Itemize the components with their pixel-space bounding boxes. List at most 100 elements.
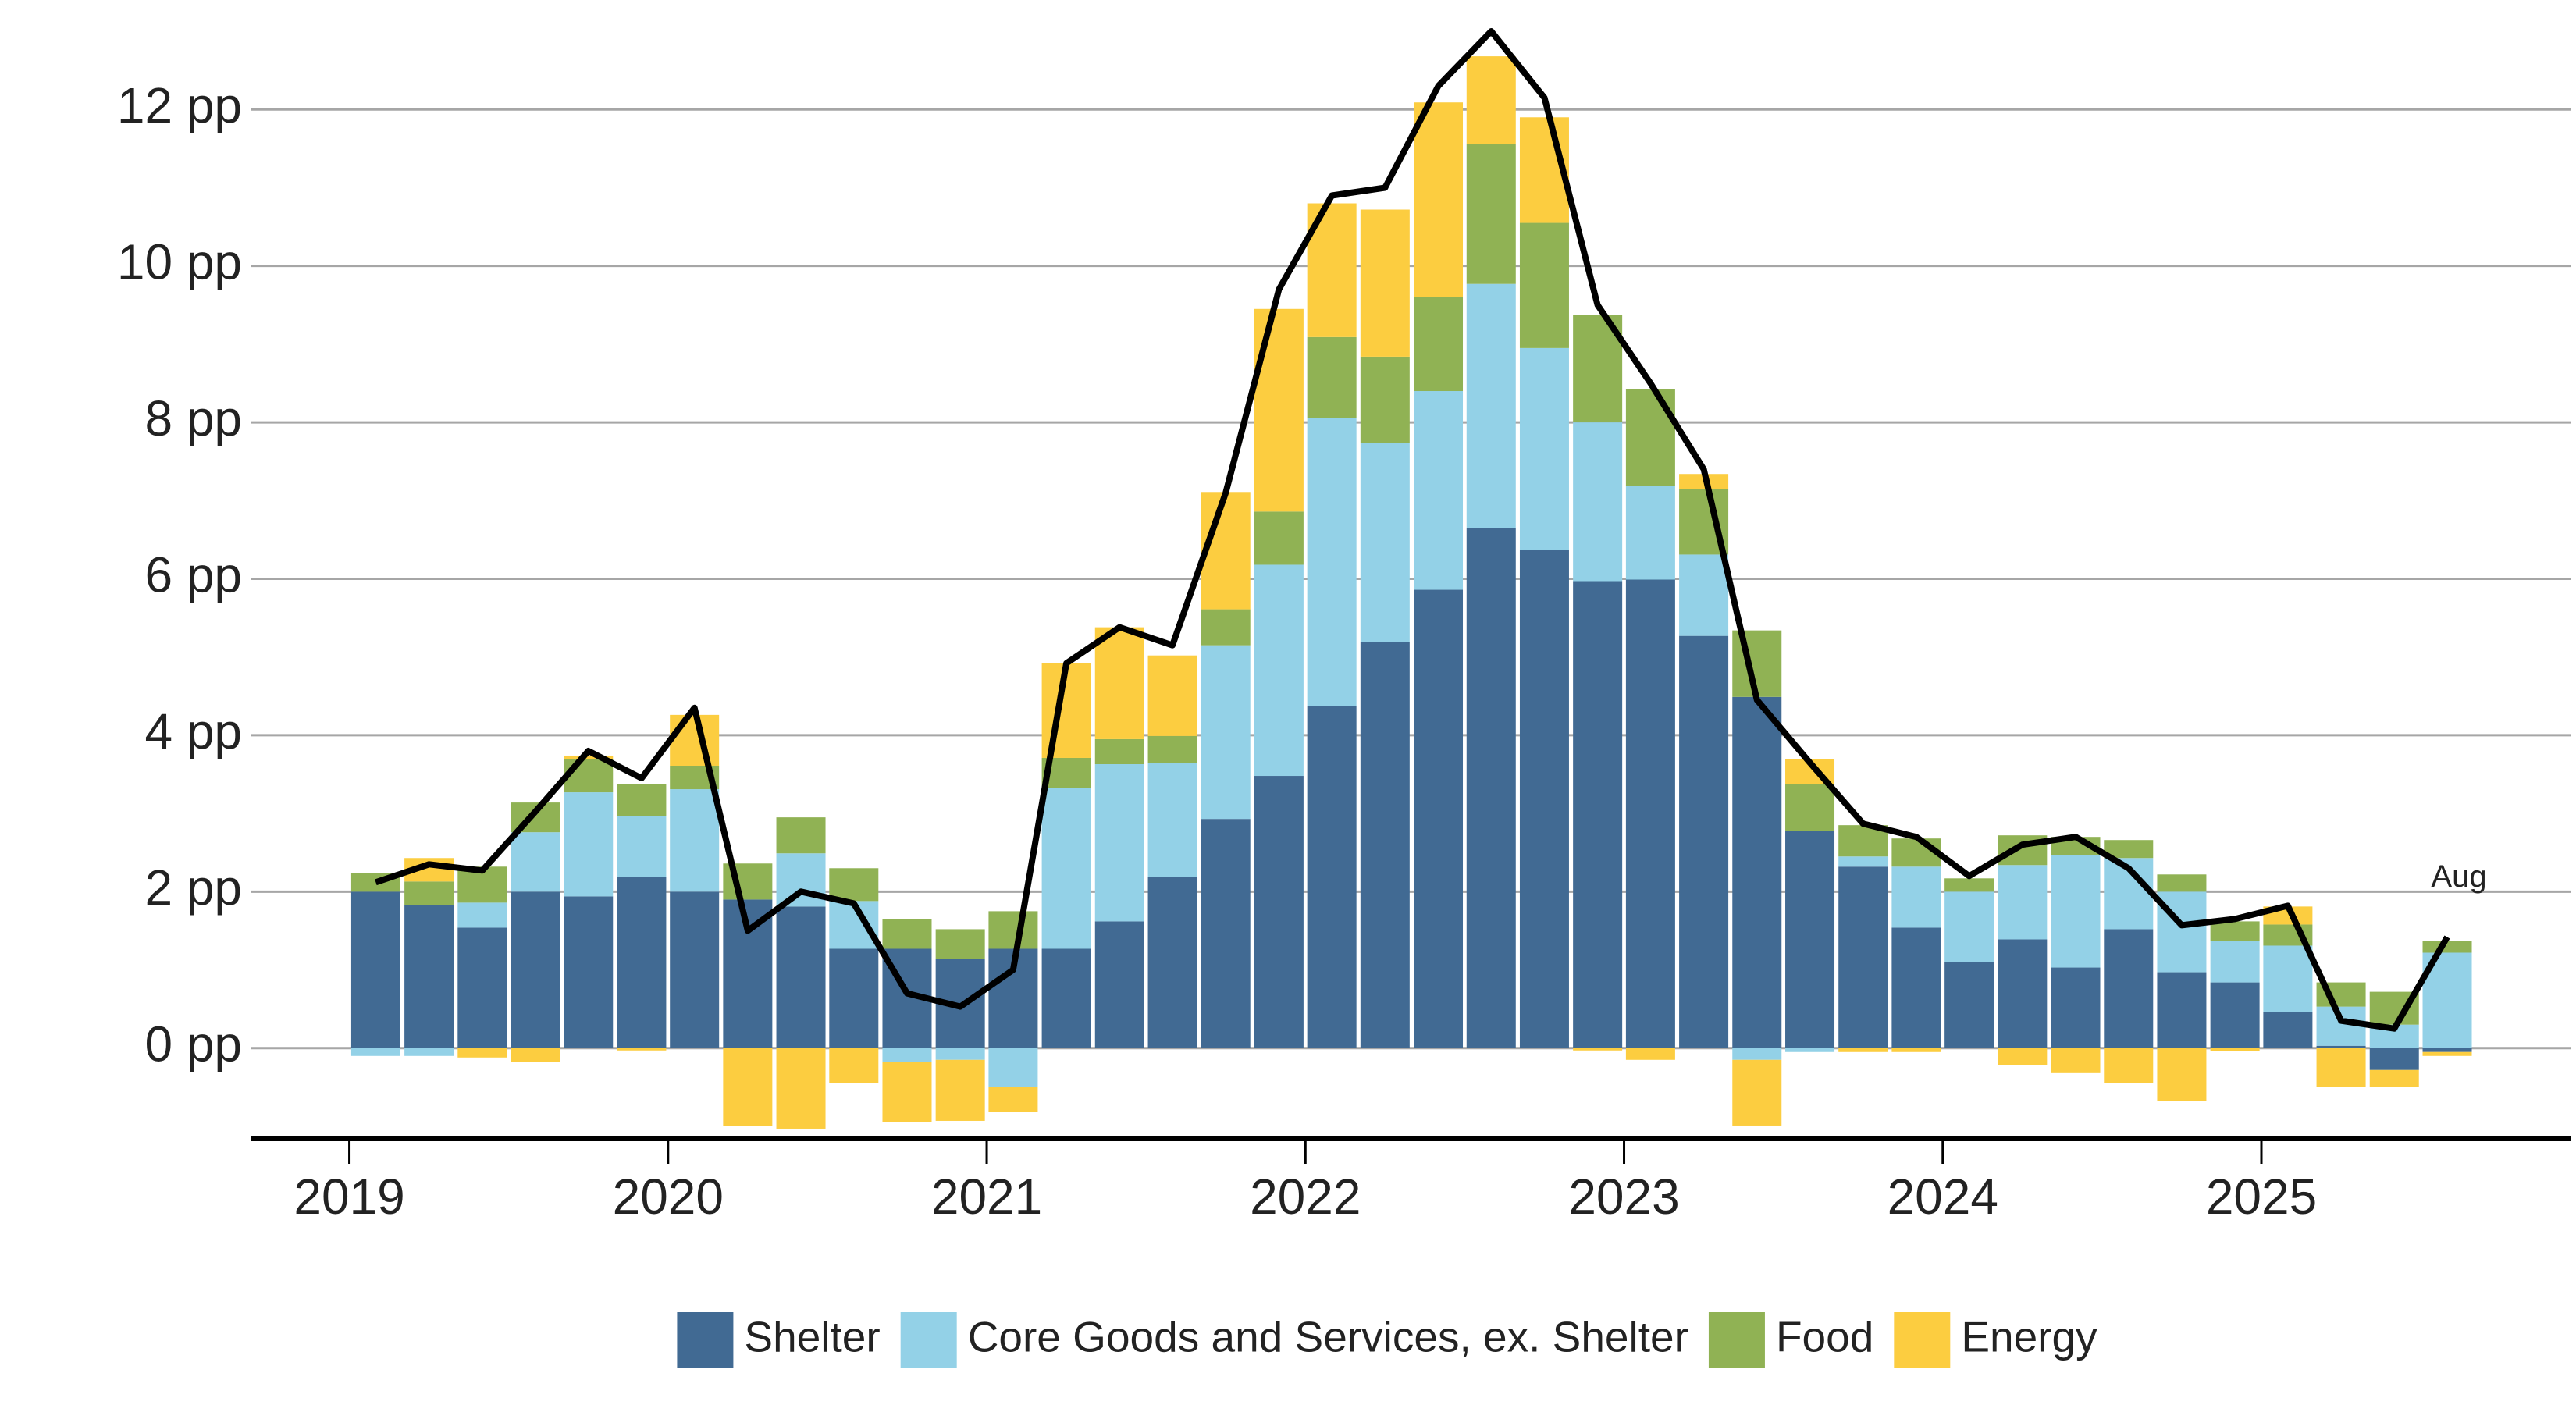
y-tick-label: 2 pp <box>144 859 242 916</box>
x-tick-label: 2019 <box>294 1168 404 1225</box>
bar-segment <box>1254 511 1304 565</box>
bar-segment <box>1147 877 1197 1048</box>
bar-segment <box>617 1048 667 1051</box>
bar-segment <box>2316 1048 2366 1087</box>
bar-segment <box>1891 1048 1941 1052</box>
bar-segment <box>2210 982 2260 1048</box>
y-tick-label: 6 pp <box>144 546 242 603</box>
bar-segment <box>1679 635 1729 1048</box>
bar-segment <box>1254 776 1304 1048</box>
bar-segment <box>1201 819 1251 1048</box>
bar-segment <box>511 832 560 892</box>
bar-segment <box>617 816 667 877</box>
x-tick-label: 2022 <box>1250 1168 1361 1225</box>
bar-segment <box>988 1048 1038 1087</box>
bar-segment <box>2369 1048 2419 1070</box>
bar-segment <box>2263 945 2313 1012</box>
bar-segment <box>1466 144 1516 284</box>
bar-segment <box>2104 929 2154 1048</box>
bar-segment <box>1838 866 1888 1048</box>
bar-segment <box>882 919 932 949</box>
bar-segment <box>1307 706 1357 1048</box>
x-tick-label: 2023 <box>1568 1168 1679 1225</box>
bar-segment <box>1838 856 1888 867</box>
bar-segment <box>1785 1048 1835 1052</box>
bar-segment <box>935 1059 985 1121</box>
bar-segment <box>404 881 454 905</box>
bar-segment <box>2157 972 2207 1048</box>
bar-segment <box>2316 1045 2366 1048</box>
bar-segment <box>564 755 614 759</box>
bar-segment <box>1519 347 1569 550</box>
x-tick-label: 2024 <box>1888 1168 1998 1225</box>
bar-segment <box>1041 948 1091 1048</box>
bar-segment <box>776 906 826 1048</box>
bar-segment <box>935 1048 985 1060</box>
y-tick-label: 12 pp <box>117 77 242 133</box>
bar-segment <box>1891 866 1941 928</box>
bar-segment <box>2210 1048 2260 1051</box>
bar-segment <box>2051 967 2101 1048</box>
bar-segment <box>1944 891 1994 962</box>
bar-segment <box>882 1048 932 1062</box>
bar-segment <box>1307 418 1357 706</box>
bar-segment <box>457 1048 507 1058</box>
legend-label: Energy <box>1961 1313 2097 1361</box>
bar-segment <box>1466 283 1516 528</box>
bar-segment <box>1466 528 1516 1048</box>
bar-segment <box>935 929 985 959</box>
bar-segment <box>1998 939 2048 1048</box>
bar-segment <box>670 714 720 767</box>
bar-segment <box>1519 550 1569 1048</box>
bar-segment <box>723 1048 773 1126</box>
bar-segment <box>1625 1048 1675 1060</box>
bar-segment <box>1041 788 1091 949</box>
bar-segment <box>1201 645 1251 820</box>
bar-segment <box>1094 627 1144 739</box>
bar-segment <box>350 1048 400 1056</box>
bar-segment <box>1625 486 1675 580</box>
legend-swatch <box>900 1312 957 1368</box>
bar-segment <box>776 817 826 854</box>
bar-segment <box>2104 840 2154 859</box>
bar-segment <box>1360 443 1410 642</box>
bar-segment <box>1094 921 1144 1048</box>
total-line <box>375 28 2450 1032</box>
bar-segment <box>2422 941 2472 953</box>
bar-segment <box>882 1062 932 1122</box>
bar-segment <box>1414 589 1464 1048</box>
bar-segment <box>1360 209 1410 357</box>
bar-segment <box>2210 941 2260 983</box>
y-tick-label: 4 pp <box>144 703 242 759</box>
bar-segment <box>988 1087 1038 1112</box>
bar-segment <box>1147 655 1197 736</box>
bar-segment <box>1573 1048 1623 1051</box>
bar-segment <box>1360 356 1410 443</box>
bar-segment <box>1254 564 1304 777</box>
bar-segment <box>1201 609 1251 646</box>
bar-segment <box>829 948 879 1048</box>
bar-segment <box>1360 642 1410 1048</box>
bar-segment <box>1785 784 1835 831</box>
bar-segment <box>404 905 454 1048</box>
bar-segment <box>617 877 667 1048</box>
bar-segment <box>1838 1048 1888 1052</box>
bar-segment <box>2422 1051 2472 1056</box>
bar-segment <box>829 1048 879 1083</box>
bar-segment <box>1094 763 1144 922</box>
bar-segment <box>1732 696 1782 1048</box>
bar-segment <box>1998 865 2048 940</box>
bar-segment <box>511 891 560 1048</box>
x-tick-label: 2025 <box>2206 1168 2317 1225</box>
bar-segment <box>1573 422 1623 582</box>
bar-segment <box>1944 878 1994 892</box>
bar-segment <box>776 1048 826 1129</box>
bar-segment <box>1732 1048 1782 1060</box>
bar-segment <box>1414 391 1464 590</box>
bar-segment <box>2210 921 2260 941</box>
bar-segment <box>1094 738 1144 764</box>
bar-segment <box>2051 855 2101 968</box>
annotation: Aug <box>2431 859 2486 894</box>
bar-segment <box>2369 1069 2419 1087</box>
bar-segment <box>1254 308 1304 512</box>
